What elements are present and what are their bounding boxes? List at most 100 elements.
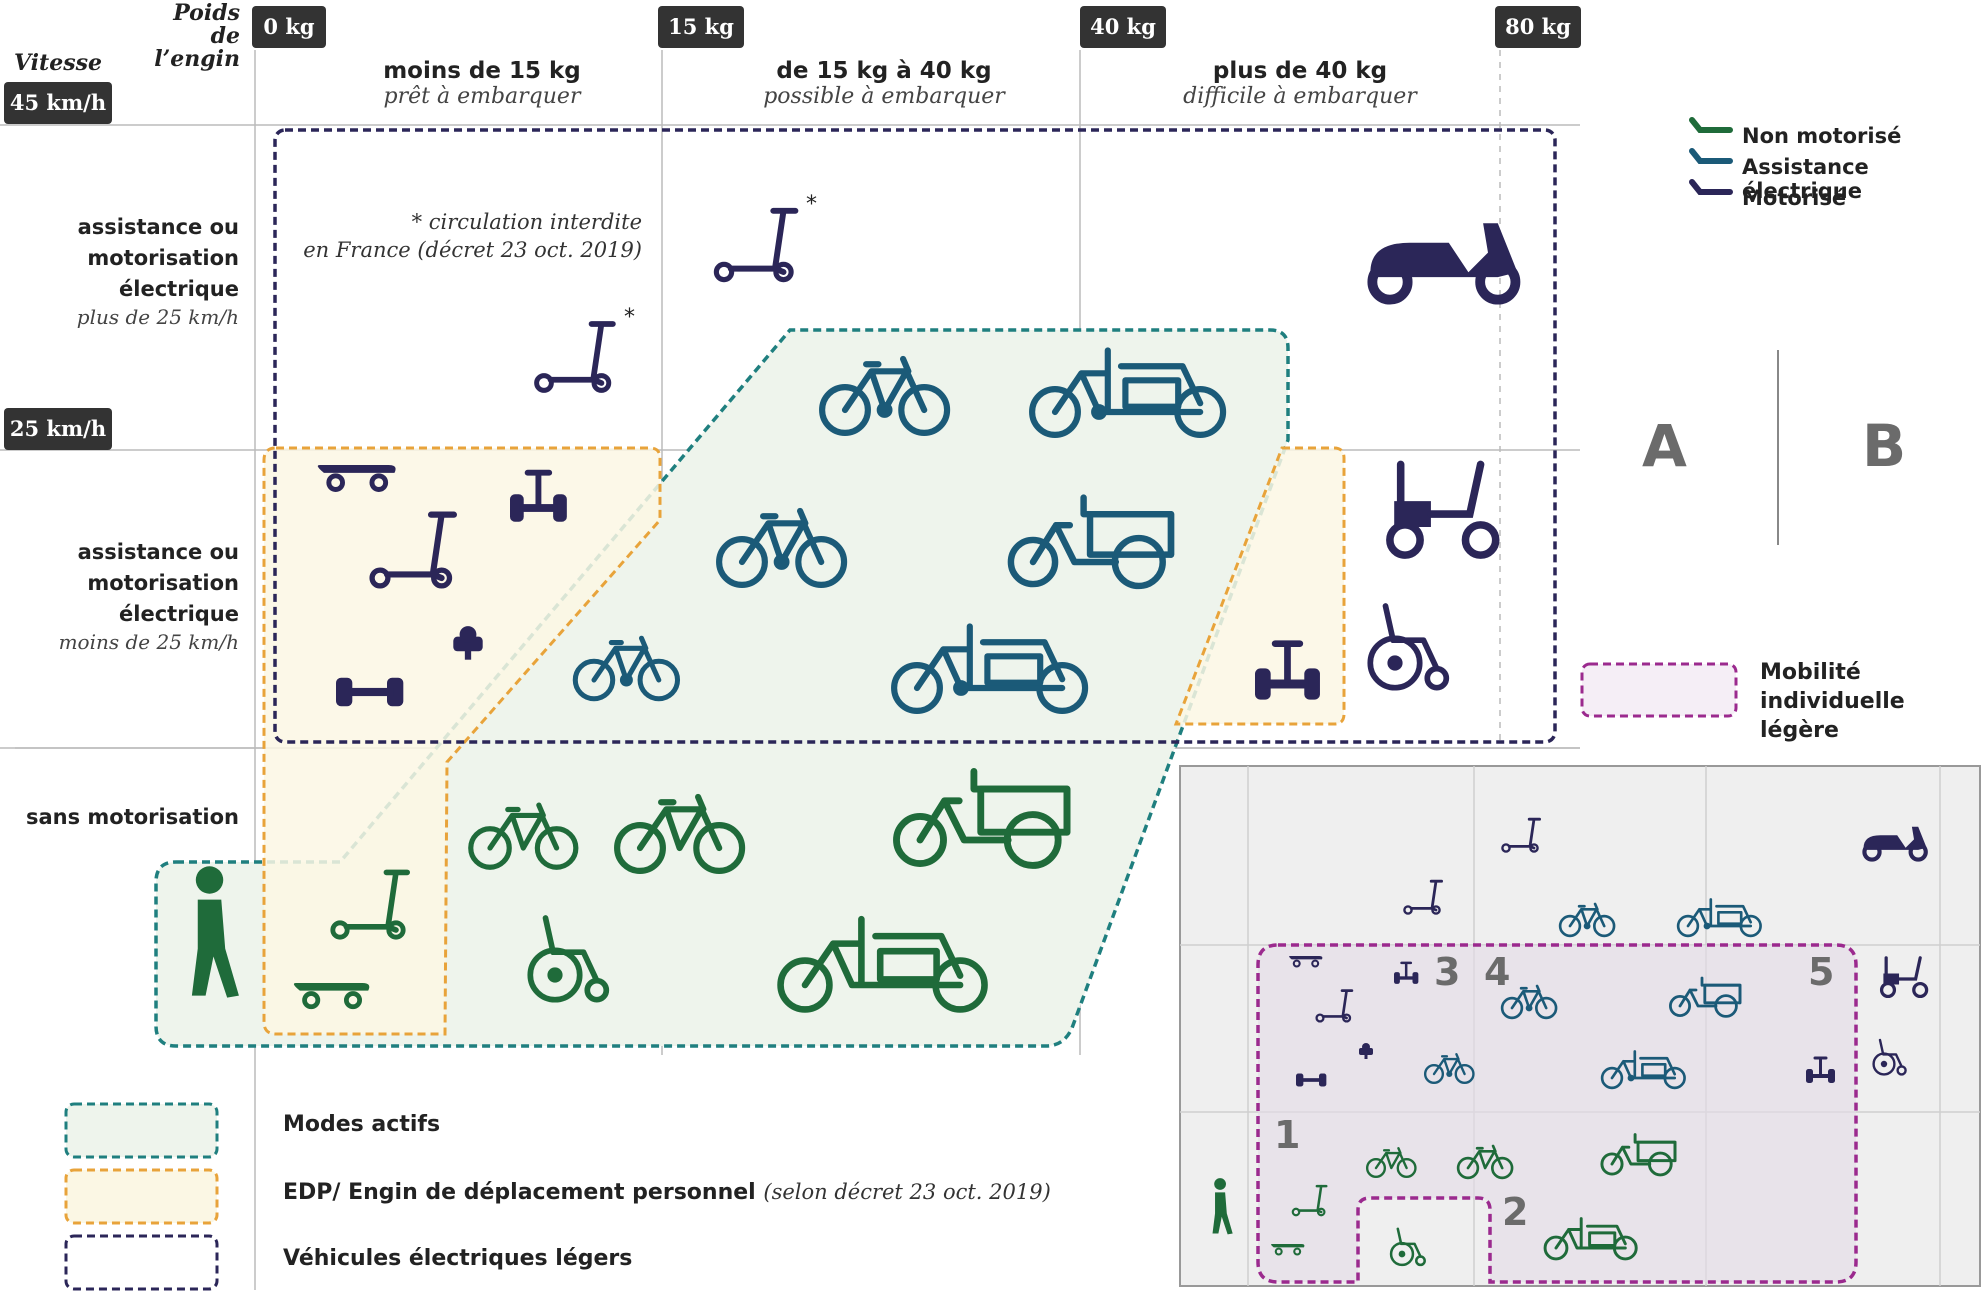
column-subtitle: possible à embarquer xyxy=(763,84,1005,109)
legend-edp-label: EDP/ Engin de déplacement personnel xyxy=(283,1180,756,1205)
column-header-heavy: plus de 40 kg difficile à embarquer xyxy=(1150,58,1450,109)
kick-scooter-icon xyxy=(330,869,411,940)
skateboard-icon xyxy=(293,983,370,1010)
inset-monowheel-icon xyxy=(1359,1043,1373,1059)
column-title: moins de 15 kg xyxy=(383,58,581,84)
speed-axis-label: Vitesse xyxy=(14,50,102,76)
inset-pedestrian-icon xyxy=(1212,1178,1233,1235)
weight-tick-0: 0 kg xyxy=(252,6,326,48)
inset-e-cargo-fast-icon xyxy=(1676,898,1762,938)
legend-stroke xyxy=(1689,179,1733,195)
e-bike-icon xyxy=(716,507,848,588)
e-bike-fast-icon xyxy=(819,355,951,436)
mobilite-legend-box xyxy=(1580,662,1738,718)
row-line: sans motorisation xyxy=(25,805,239,829)
inset-gyropode-icon xyxy=(1394,961,1419,984)
weight-tick-40: 40 kg xyxy=(1080,6,1166,48)
row-line: motorisation xyxy=(87,246,239,270)
asterisk-mark: * xyxy=(806,192,817,217)
inset-wheelchair-icon xyxy=(1389,1227,1426,1267)
legend-motorise: Motorisé xyxy=(1742,186,1847,210)
hoverboard-icon xyxy=(336,677,404,707)
e-cargo-fast-icon xyxy=(1029,347,1227,438)
label-a: A xyxy=(1642,412,1687,480)
legend-vel: Véhicules électriques légers xyxy=(283,1246,633,1271)
weight-tick-15: 15 kg xyxy=(658,6,744,48)
legend-stroke xyxy=(1689,117,1733,133)
column-title: de 15 kg à 40 kg xyxy=(776,58,992,84)
inset-e-longtail-icon xyxy=(1600,1050,1686,1090)
cargo-trike-icon xyxy=(893,767,1071,869)
speed-tick-45: 45 km/h xyxy=(4,82,112,124)
legend-edp-detail: (selon décret 23 oct. 2019) xyxy=(763,1180,1051,1204)
note-line: * circulation interdite xyxy=(411,210,642,234)
row-subtitle: moins de 25 km/h xyxy=(58,630,239,654)
inset-cargo-trike-icon xyxy=(1600,1133,1677,1177)
row-line: assistance ou xyxy=(77,540,239,564)
mobilite-zone xyxy=(1256,943,1858,1284)
legend-box-edp xyxy=(64,1168,219,1225)
kick-scooter-fast-icon xyxy=(713,207,799,283)
monowheel-icon xyxy=(453,626,483,660)
mobility-scooter-icon xyxy=(1386,460,1500,559)
legend-edp: EDP/ Engin de déplacement personnel (sel… xyxy=(283,1180,1051,1205)
inset-number-2: 2 xyxy=(1502,1190,1529,1234)
inset-bike-icon xyxy=(1456,1144,1514,1180)
segway-icon xyxy=(1255,640,1320,700)
column-subtitle: difficile à embarquer xyxy=(1183,84,1417,109)
asterisk-mark: * xyxy=(624,305,635,330)
row-line: motorisation xyxy=(87,571,239,595)
row-line: électrique xyxy=(119,277,239,301)
legend-non-motorise: Non motorisé xyxy=(1742,124,1902,148)
column-title: plus de 40 kg xyxy=(1212,58,1388,84)
pedestrian-icon xyxy=(191,866,239,998)
legend-stroke xyxy=(1689,148,1733,164)
row-subtitle: plus de 25 km/h xyxy=(76,305,239,329)
edp-zone-right xyxy=(1173,446,1346,726)
inset-e-bike-icon xyxy=(1500,984,1558,1020)
bike-icon xyxy=(614,793,746,874)
note-line: en France (décret 23 oct. 2019) xyxy=(303,238,642,262)
inset-e-folding-bike-icon xyxy=(1423,1053,1475,1085)
inset-cargo-bike-icon xyxy=(1543,1217,1638,1261)
row-line: assistance ou xyxy=(77,215,239,239)
legend-assistance: Assistance électrique xyxy=(1742,155,1869,203)
e-folding-bike-icon xyxy=(572,635,681,702)
wheelchair-icon xyxy=(527,915,610,1003)
cargo-bike-icon xyxy=(777,915,988,1013)
column-header-light: moins de 15 kg prêt à embarquer xyxy=(332,58,632,109)
row-line: électrique xyxy=(119,602,239,626)
inset-e-kick-scooter-icon xyxy=(1315,989,1354,1023)
inset-e-bike-fast-icon xyxy=(1558,902,1616,938)
inset-number-4: 4 xyxy=(1484,950,1511,994)
inset-segway-icon xyxy=(1806,1056,1835,1083)
inset-kick-scooter-fast-icon xyxy=(1501,817,1542,853)
inset-e-wheelchair-icon xyxy=(1872,1038,1907,1076)
inset-e-skateboard-icon xyxy=(1289,956,1323,968)
e-kick-scooter-icon xyxy=(369,511,457,589)
inset-number-1: 1 xyxy=(1274,1113,1301,1157)
column-subtitle: prêt à embarquer xyxy=(383,84,581,109)
moped-icon xyxy=(1367,223,1521,305)
inset-kick-scooter-fast-small-icon xyxy=(1403,879,1444,915)
row-header-fast: assistance ou motorisation électrique pl… xyxy=(0,212,239,329)
legend-box-vel xyxy=(64,1234,219,1291)
vel-zone xyxy=(273,128,1557,744)
inset-folding-bike-icon xyxy=(1365,1147,1417,1179)
inset-e-cargo-trike-icon xyxy=(1668,976,1742,1018)
e-cargo-trike-icon xyxy=(1007,494,1175,590)
kick-scooter-fast-small-icon xyxy=(534,321,616,393)
inset-hoverboard-icon xyxy=(1296,1073,1327,1087)
legend-modes-actifs: Modes actifs xyxy=(283,1112,441,1137)
folding-bike-icon xyxy=(468,802,579,870)
mobilite-line: Mobilité xyxy=(1760,660,1861,685)
mobilite-legend-text: Mobilité individuelle légère xyxy=(1760,658,1984,745)
inset-number-5: 5 xyxy=(1808,950,1835,994)
note-text: * circulation interdite en France (décre… xyxy=(300,208,642,264)
label-b: B xyxy=(1862,412,1907,480)
mobilite-line: individuelle légère xyxy=(1760,689,1905,743)
row-header-slow: assistance ou motorisation électrique mo… xyxy=(0,537,239,654)
legend-box-modes-actifs xyxy=(64,1102,219,1159)
